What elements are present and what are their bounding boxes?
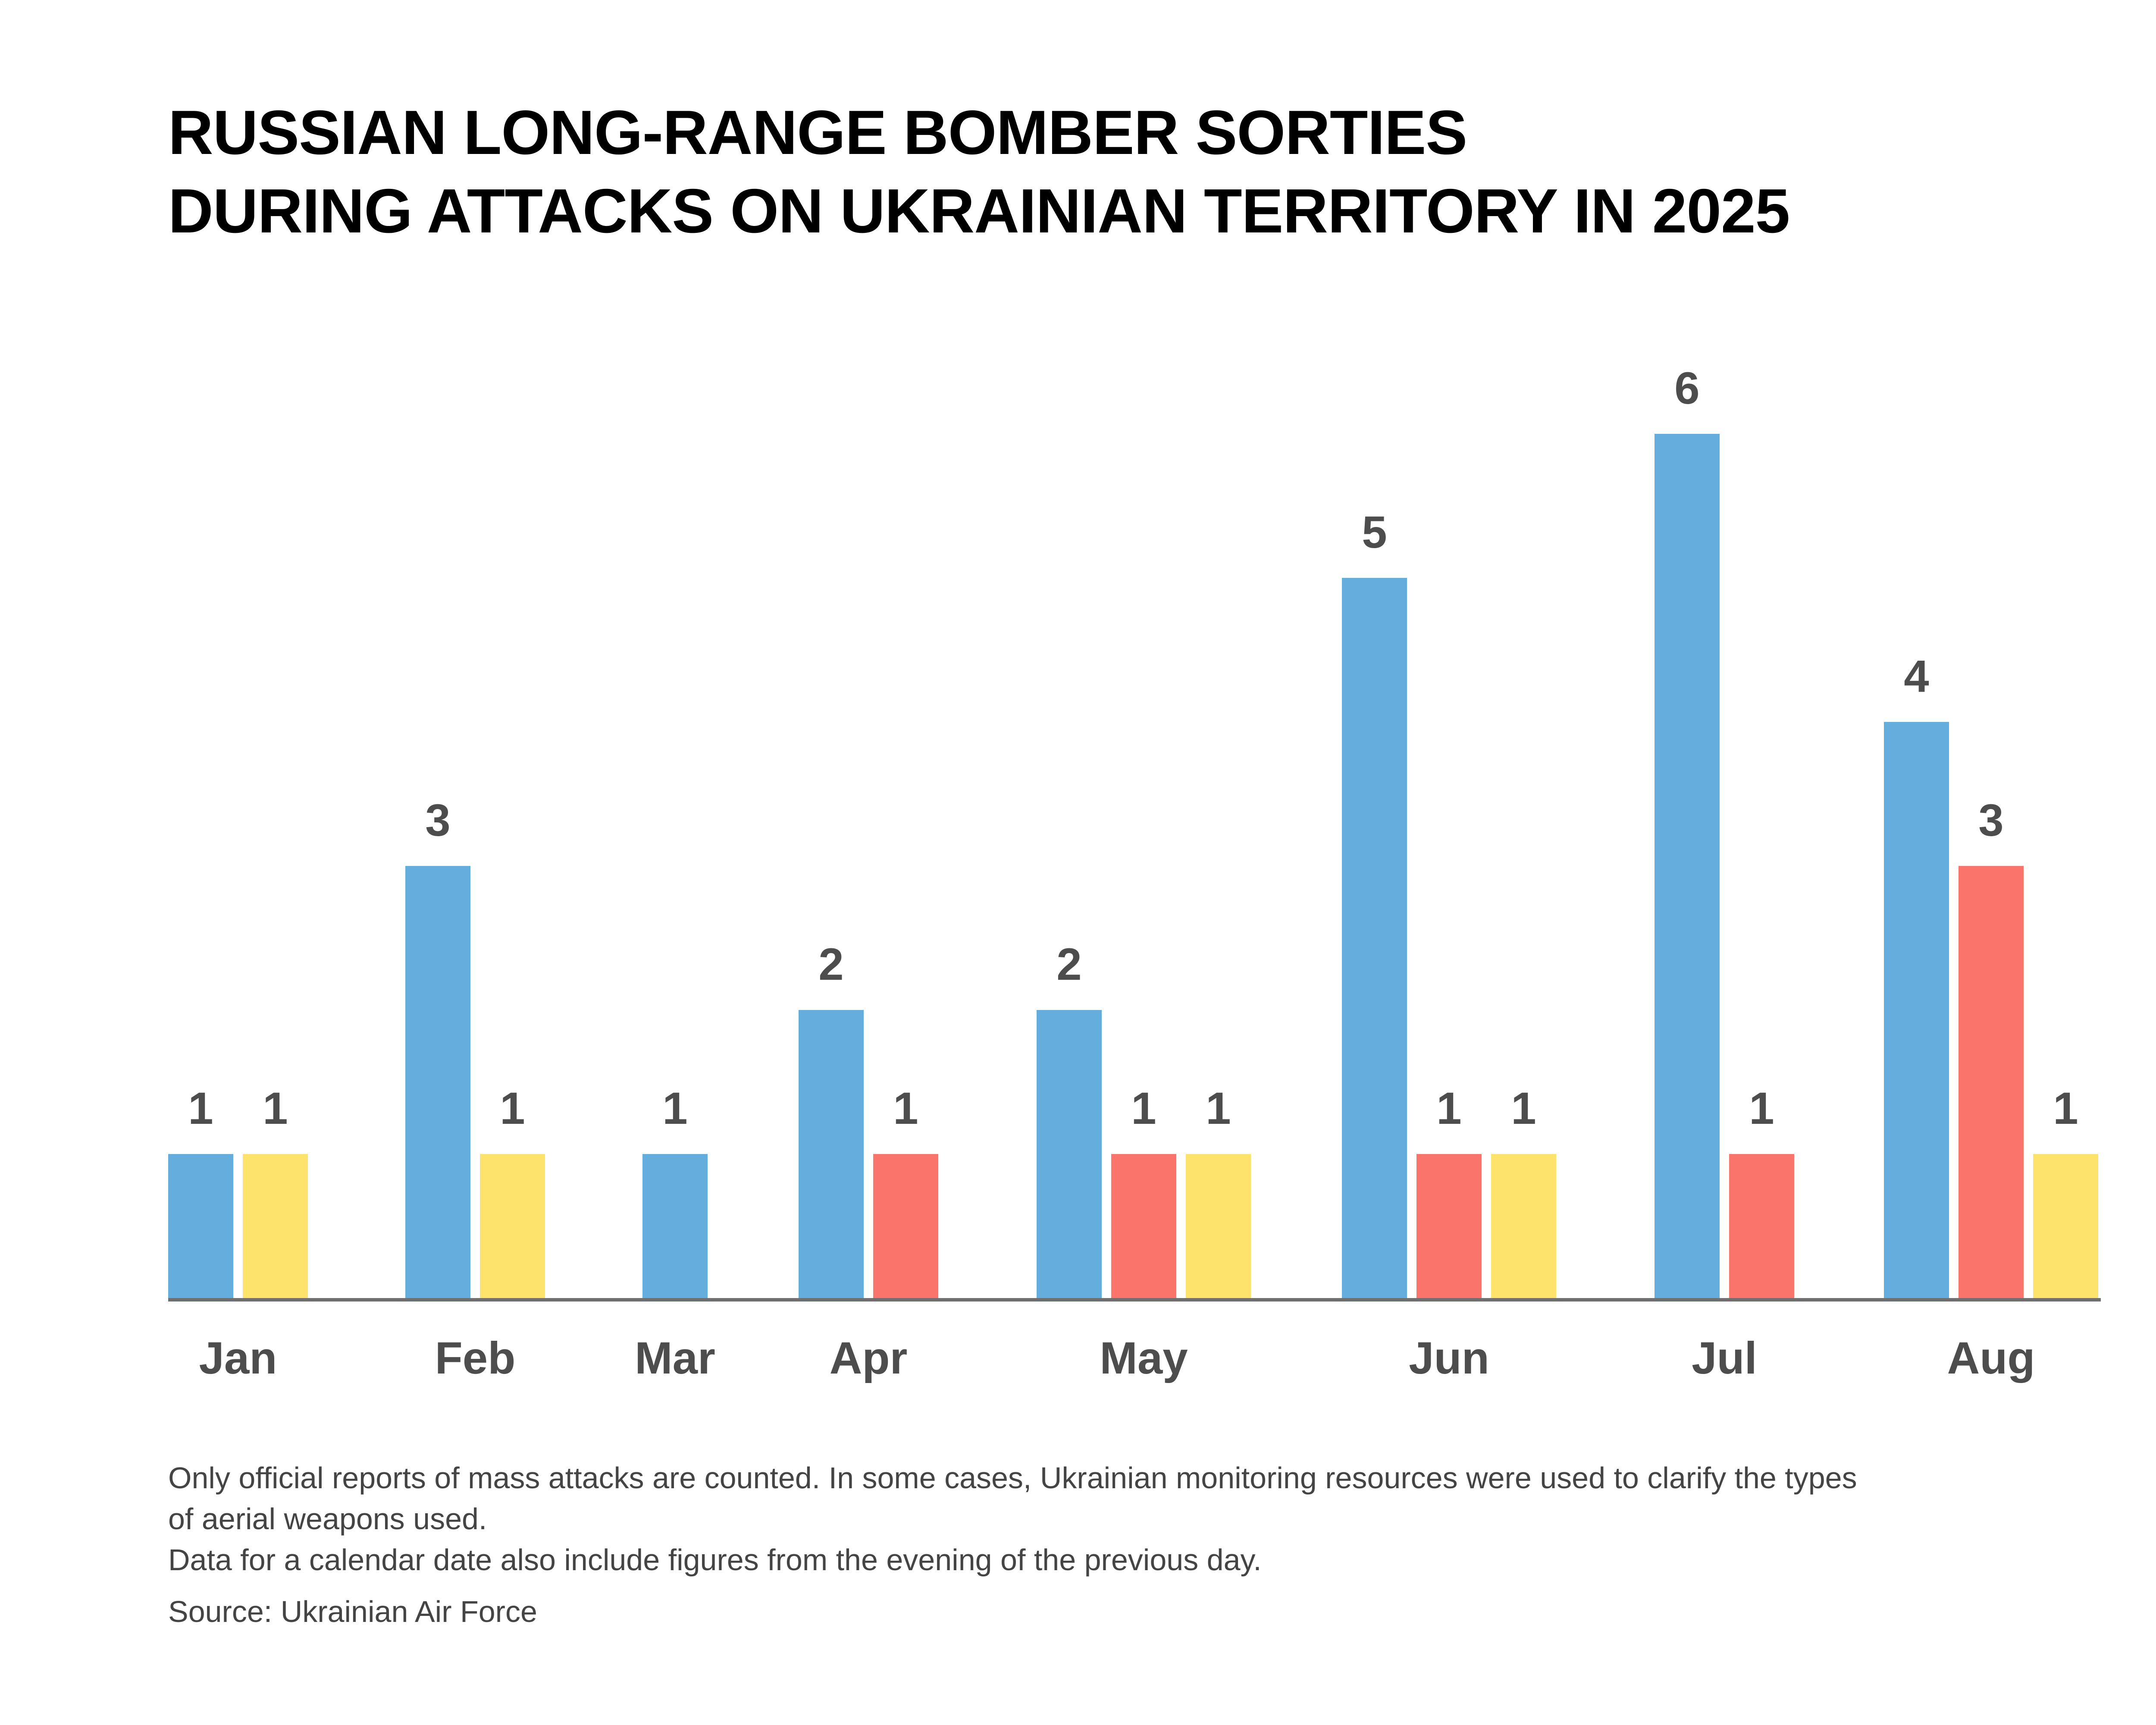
bar-value-label: 6: [1674, 363, 1700, 414]
bar-value-label: 4: [1904, 651, 1929, 702]
footnote-line-2: of aerial weapons used.: [168, 1502, 487, 1536]
bar-tu-22m3-jun: [1491, 1154, 1556, 1298]
bar-value-label: 2: [1056, 939, 1082, 990]
footnote-line-1: Only official reports of mass attacks ar…: [168, 1461, 1857, 1495]
bar-value-label: 1: [188, 1083, 213, 1134]
bar-value-label: 1: [1511, 1083, 1536, 1134]
footnote-line-3: Data for a calendar date also include fi…: [168, 1543, 1262, 1577]
bar-tu-160-jul: [1729, 1154, 1794, 1298]
chart-title-line-2: DURING ATTACKS ON UKRAINIAN TERRITORY IN…: [168, 176, 1790, 246]
bar-value-label: 1: [1749, 1083, 1774, 1134]
x-axis-label-jan: Jan: [199, 1333, 277, 1383]
x-axis-label-apr: Apr: [829, 1333, 908, 1383]
bar-tu-95ms-jun: [1342, 578, 1407, 1298]
bar-tu-95ms-apr: [799, 1010, 864, 1298]
bar-value-label: 1: [1436, 1083, 1462, 1134]
bar-tu-160-jun: [1416, 1154, 1482, 1298]
bar-value-label: 5: [1362, 507, 1387, 558]
x-axis-label-feb: Feb: [435, 1333, 516, 1383]
bar-value-label: 3: [1978, 795, 2004, 846]
bar-value-label: 1: [500, 1083, 525, 1134]
x-axis-label-mar: Mar: [635, 1333, 715, 1383]
bar-value-label: 1: [893, 1083, 918, 1134]
bar-tu-22m3-jan: [243, 1154, 308, 1298]
x-axis-label-aug: Aug: [1947, 1333, 2035, 1383]
source-note: Source: Ukrainian Air Force: [168, 1595, 537, 1628]
chart-title: RUSSIAN LONG-RANGE BOMBER SORTIES DURING…: [168, 93, 1790, 250]
bar-value-label: 1: [1131, 1083, 1156, 1134]
bar-tu-22m3-may: [1186, 1154, 1251, 1298]
x-axis-line: [168, 1298, 2101, 1302]
bar-value-label: 1: [2053, 1083, 2078, 1134]
bar-value-label: 1: [263, 1083, 288, 1134]
x-axis-label-jun: Jun: [1409, 1333, 1489, 1383]
x-axis-label-may: May: [1100, 1333, 1188, 1383]
bar-value-label: 2: [818, 939, 844, 990]
bar-tu-160-aug: [1959, 866, 2024, 1298]
bar-tu-160-apr: [873, 1154, 938, 1298]
bar-tu-95ms-may: [1037, 1010, 1102, 1298]
bar-value-label: 1: [662, 1083, 688, 1134]
bar-tu-160-may: [1111, 1154, 1176, 1298]
bar-tu-95ms-aug: [1884, 722, 1949, 1298]
bar-tu-95ms-jul: [1655, 434, 1720, 1298]
bar-tu-95ms-jan: [168, 1154, 233, 1298]
chart-title-line-1: RUSSIAN LONG-RANGE BOMBER SORTIES: [168, 97, 1467, 167]
x-axis-label-jul: Jul: [1692, 1333, 1757, 1383]
bar-value-label: 3: [425, 795, 451, 846]
bar-tu-22m3-aug: [2033, 1154, 2098, 1298]
bar-tu-95ms-mar: [642, 1154, 708, 1298]
bar-value-label: 1: [1206, 1083, 1231, 1134]
footnotes: Only official reports of mass attacks ar…: [168, 1458, 1857, 1581]
bar-tu-22m3-feb: [480, 1154, 545, 1298]
bar-tu-95ms-feb: [405, 866, 470, 1298]
